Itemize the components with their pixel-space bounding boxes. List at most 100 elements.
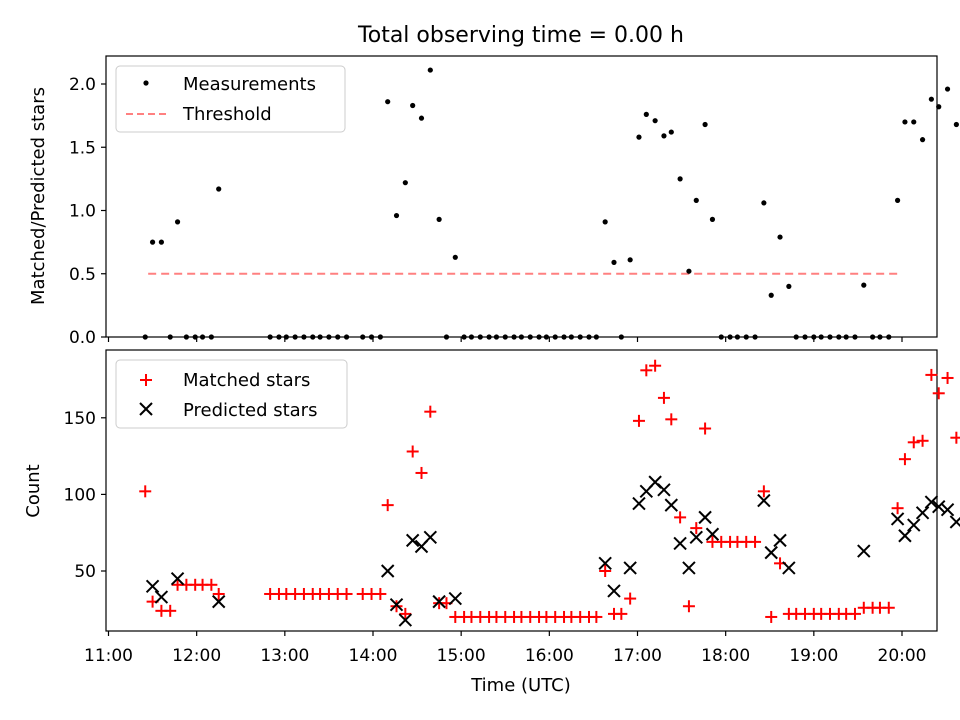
matched-star-point — [848, 607, 861, 620]
bottom-y-tick-label: 150 — [64, 409, 96, 429]
measurement-point — [377, 334, 383, 340]
predicted-star-point — [145, 579, 160, 594]
bottom-legend-box — [115, 359, 348, 429]
x-tick-label: 17:00 — [613, 646, 662, 666]
measurement-point — [886, 334, 892, 340]
predicted-star-point — [898, 529, 912, 543]
measurement-point — [292, 334, 298, 340]
measurement-point — [944, 86, 951, 92]
measurement-point — [511, 334, 517, 340]
legend-measurements-marker — [143, 80, 149, 86]
matched-star-point — [381, 499, 394, 512]
predicted-star-point — [924, 495, 939, 509]
legend-matched-label: Matched stars — [183, 370, 310, 391]
matched-star-point — [164, 604, 177, 617]
matched-star-point — [205, 578, 218, 591]
measurement-point — [174, 219, 181, 225]
measurement-point — [208, 334, 214, 340]
measurement-point — [928, 96, 934, 102]
measurement-point — [502, 334, 508, 340]
predicted-star-point — [673, 536, 687, 551]
measurement-point — [368, 334, 375, 340]
predicted-star-point — [682, 561, 696, 575]
predicted-star-point — [632, 496, 646, 511]
predicted-star-point — [705, 527, 720, 541]
predicted-star-point — [915, 506, 930, 520]
measurement-point — [267, 334, 273, 340]
measurement-point — [611, 259, 617, 265]
x-tick-label: 14:00 — [349, 646, 398, 666]
predicted-star-point — [170, 571, 185, 586]
matched-star-point — [932, 387, 945, 400]
legend-matched-marker — [140, 374, 152, 386]
measurement-point — [627, 257, 633, 263]
top-chart-title: Total observing time = 0.00 h — [357, 23, 684, 48]
measurement-point — [861, 282, 867, 288]
matched-star-point — [374, 587, 387, 600]
measurement-point — [852, 334, 858, 340]
measurement-point — [552, 334, 558, 340]
measurement-point — [385, 99, 391, 105]
measurement-point — [452, 254, 458, 260]
matched-star-point — [699, 422, 712, 435]
measurement-point — [149, 239, 156, 245]
measurement-point — [343, 334, 350, 340]
matched-star-point — [682, 600, 695, 613]
top-legend-box — [115, 65, 346, 133]
matched-star-point — [950, 431, 960, 444]
measurement-point — [836, 334, 842, 340]
predicted-star-point — [657, 483, 671, 497]
measurement-point — [310, 334, 316, 340]
predicted-star-point — [405, 533, 420, 548]
matched-star-point — [898, 453, 911, 466]
measurement-point — [843, 334, 849, 340]
measurement-point — [761, 200, 767, 206]
legend-measurements-label: Measurements — [183, 74, 316, 95]
measurement-point — [802, 334, 808, 340]
x-tick-label: 11:00 — [84, 646, 133, 666]
measurement-point — [668, 129, 674, 135]
matched-star-point — [757, 485, 770, 498]
measurement-point — [199, 334, 206, 340]
matched-star-point — [657, 391, 670, 404]
measurement-point — [777, 234, 783, 240]
matched-star-point — [891, 502, 904, 515]
measurement-point — [283, 334, 289, 340]
measurement-point — [536, 334, 542, 340]
legend-threshold-label: Threshold — [182, 104, 272, 125]
measurement-point — [793, 334, 799, 340]
matched-star-point — [690, 522, 703, 535]
measurement-points — [142, 67, 959, 340]
measurement-point — [402, 180, 408, 186]
measurement-point — [693, 197, 699, 203]
measurement-point — [527, 334, 533, 340]
measurement-point — [568, 334, 574, 340]
measurement-point — [158, 239, 164, 245]
top-y-ticks: 0.0 0.5 1.0 1.5 2.0 — [69, 75, 106, 348]
predicted-star-point — [698, 510, 712, 525]
top-y-tick-label: 0.0 — [69, 328, 96, 348]
measurement-point — [561, 334, 567, 340]
measurement-point — [911, 119, 917, 125]
predicted-star-point — [154, 590, 169, 604]
predicted-star-point — [623, 561, 637, 575]
measurement-point — [335, 334, 341, 340]
measurement-point — [686, 268, 692, 274]
predicted-star-point — [890, 512, 905, 526]
measurement-point — [902, 119, 908, 125]
matched-star-point — [624, 592, 637, 605]
measurement-point — [192, 334, 198, 340]
matched-star-point — [340, 587, 353, 600]
measurement-point — [586, 334, 592, 340]
matched-star-point — [674, 511, 687, 524]
predicted-star-points — [145, 475, 960, 627]
predicted-star-point — [940, 503, 955, 517]
matched-star-point — [765, 610, 778, 623]
matched-star-point — [749, 535, 762, 548]
x-tick-label: 16:00 — [525, 646, 574, 666]
measurement-point — [727, 334, 733, 340]
matched-star-point — [415, 466, 428, 479]
measurement-point — [276, 334, 282, 340]
measurement-point — [718, 334, 724, 340]
x-tick-label: 15:00 — [437, 646, 486, 666]
